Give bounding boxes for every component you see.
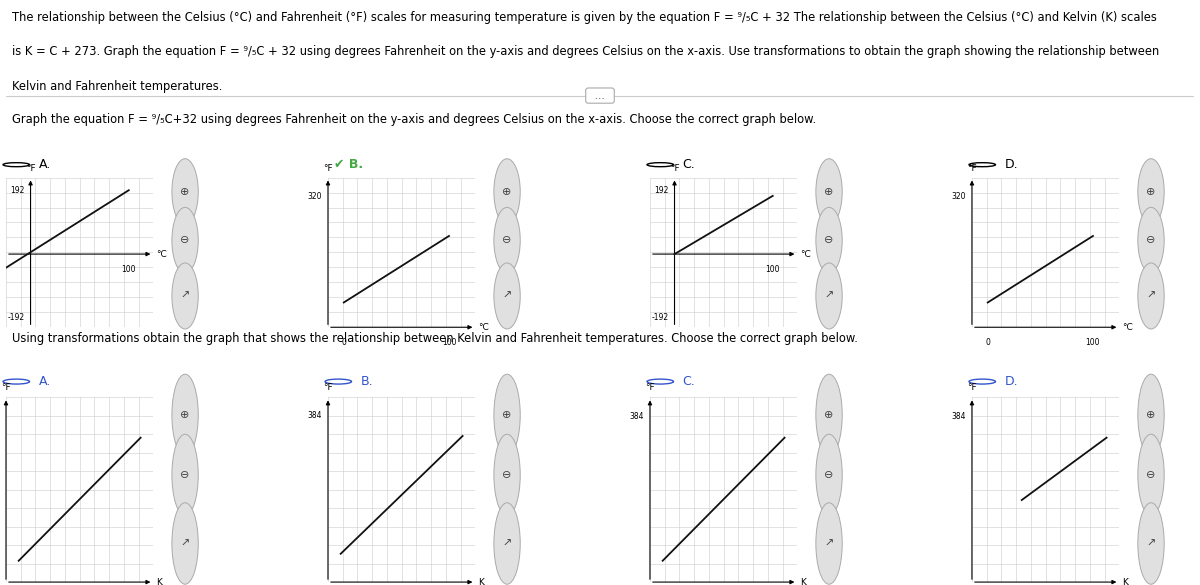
Circle shape	[816, 434, 842, 515]
Text: °C: °C	[800, 250, 811, 259]
Text: °F: °F	[967, 164, 977, 173]
Text: 0: 0	[985, 338, 990, 347]
Text: 192: 192	[654, 185, 668, 195]
Text: 100: 100	[121, 264, 136, 274]
Text: 384: 384	[952, 412, 966, 421]
Circle shape	[172, 503, 198, 584]
Text: ↗: ↗	[824, 539, 834, 549]
Text: °F: °F	[646, 383, 655, 392]
Text: ⊖: ⊖	[824, 470, 834, 480]
Circle shape	[816, 503, 842, 584]
Circle shape	[172, 159, 198, 225]
Circle shape	[494, 263, 521, 329]
Text: 100: 100	[442, 338, 456, 347]
Text: ⊖: ⊖	[1146, 235, 1156, 245]
Circle shape	[494, 503, 521, 584]
Circle shape	[494, 434, 521, 515]
Text: ↗: ↗	[180, 539, 190, 549]
Circle shape	[1138, 503, 1164, 584]
Text: The relationship between the Celsius (°C) and Fahrenheit (°F) scales for measuri: The relationship between the Celsius (°C…	[12, 11, 1157, 24]
Text: C.: C.	[683, 158, 695, 171]
Circle shape	[1138, 434, 1164, 515]
Circle shape	[816, 207, 842, 273]
Text: B.: B.	[360, 375, 373, 388]
Text: D.: D.	[1004, 158, 1018, 171]
Text: °C: °C	[156, 250, 167, 259]
Text: ⊕: ⊕	[824, 410, 834, 420]
Text: ⊕: ⊕	[824, 187, 834, 197]
Text: ↗: ↗	[503, 291, 511, 301]
Text: ⊖: ⊖	[180, 235, 190, 245]
Text: C.: C.	[683, 375, 695, 388]
Text: ↗: ↗	[824, 291, 834, 301]
Circle shape	[172, 374, 198, 456]
Text: 320: 320	[307, 191, 322, 201]
Text: 384: 384	[630, 412, 644, 421]
Text: ⊕: ⊕	[180, 410, 190, 420]
Text: ↗: ↗	[1146, 539, 1156, 549]
Text: K: K	[800, 577, 806, 585]
Circle shape	[816, 263, 842, 329]
Text: 100: 100	[1086, 338, 1100, 347]
Text: -192: -192	[7, 314, 25, 322]
Circle shape	[172, 207, 198, 273]
Text: ⊖: ⊖	[1146, 470, 1156, 480]
Text: °F: °F	[1, 383, 11, 392]
Text: …: …	[588, 91, 612, 101]
Text: ✔ B.: ✔ B.	[334, 158, 362, 171]
Text: °C: °C	[479, 323, 488, 332]
Text: K: K	[1122, 577, 1128, 585]
Text: A.: A.	[38, 158, 50, 171]
Text: 320: 320	[952, 191, 966, 201]
Text: ↗: ↗	[1146, 291, 1156, 301]
Text: ⊕: ⊕	[180, 187, 190, 197]
Circle shape	[494, 374, 521, 456]
Circle shape	[1138, 159, 1164, 225]
Circle shape	[816, 374, 842, 456]
Circle shape	[172, 434, 198, 515]
Text: A.: A.	[38, 375, 50, 388]
Text: ⊖: ⊖	[503, 235, 511, 245]
Text: °F: °F	[25, 164, 35, 173]
Text: K: K	[479, 577, 484, 585]
Circle shape	[172, 263, 198, 329]
Circle shape	[494, 207, 521, 273]
Text: -192: -192	[652, 314, 668, 322]
Text: °F: °F	[967, 383, 977, 392]
Text: 384: 384	[307, 411, 322, 420]
Text: ⊕: ⊕	[503, 410, 511, 420]
Text: 0: 0	[341, 338, 347, 347]
Circle shape	[1138, 374, 1164, 456]
Circle shape	[1138, 263, 1164, 329]
Text: ⊕: ⊕	[503, 187, 511, 197]
Text: ⊖: ⊖	[503, 470, 511, 480]
Text: 100: 100	[766, 264, 780, 274]
Text: ↗: ↗	[180, 291, 190, 301]
Text: D.: D.	[1004, 375, 1018, 388]
Text: Kelvin and Fahrenheit temperatures.: Kelvin and Fahrenheit temperatures.	[12, 80, 222, 93]
Circle shape	[816, 159, 842, 225]
Text: Using transformations obtain the graph that shows the relationship between Kelvi: Using transformations obtain the graph t…	[12, 332, 858, 345]
Text: °C: °C	[1122, 323, 1133, 332]
Text: °F: °F	[323, 164, 332, 173]
Text: °F: °F	[323, 383, 332, 392]
Text: Graph the equation F = ⁹/₅C+32 using degrees Fahrenheit on the y-axis and degree: Graph the equation F = ⁹/₅C+32 using deg…	[12, 113, 816, 126]
Text: is K = C + 273. Graph the equation F = ⁹/₅C + 32 using degrees Fahrenheit on the: is K = C + 273. Graph the equation F = ⁹…	[12, 45, 1159, 58]
Circle shape	[494, 159, 521, 225]
Text: ⊖: ⊖	[824, 235, 834, 245]
Text: °F: °F	[670, 164, 679, 173]
Text: K: K	[156, 577, 162, 585]
Text: ⊕: ⊕	[1146, 187, 1156, 197]
Circle shape	[1138, 207, 1164, 273]
Text: ↗: ↗	[503, 539, 511, 549]
Text: 192: 192	[11, 185, 25, 195]
Text: ⊖: ⊖	[180, 470, 190, 480]
Text: ⊕: ⊕	[1146, 410, 1156, 420]
